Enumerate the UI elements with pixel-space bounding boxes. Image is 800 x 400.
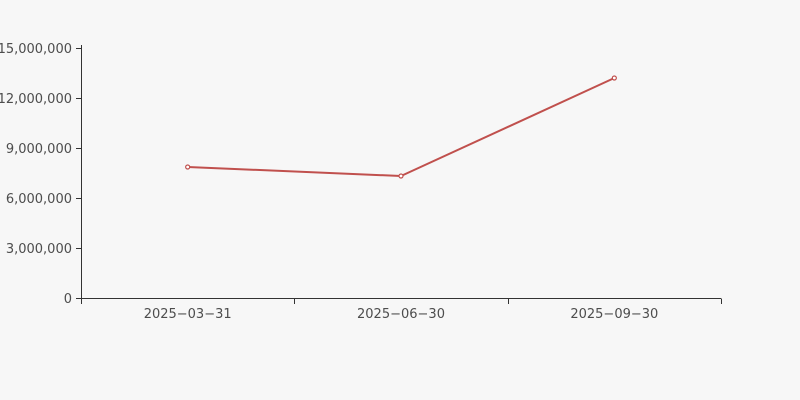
y-axis-tick-label: 3,000,000 [6, 242, 72, 257]
x-axis-tick-label: 2025−03−31 [144, 307, 232, 322]
data-point-marker[interactable] [611, 75, 617, 81]
y-axis-tick-label: 6,000,000 [6, 192, 72, 207]
y-axis-tick-label: 15,000,000 [0, 42, 72, 57]
y-axis-tick-label: 0 [64, 292, 72, 307]
data-point-marker[interactable] [398, 173, 404, 179]
x-axis-tick-label: 2025−06−30 [357, 307, 445, 322]
y-axis-tick-label: 9,000,000 [6, 142, 72, 157]
y-axis-tick-label: 12,000,000 [0, 92, 72, 107]
series-line [186, 77, 616, 177]
data-point-marker[interactable] [185, 164, 191, 170]
x-axis-tick-label: 2025−09−30 [570, 307, 658, 322]
